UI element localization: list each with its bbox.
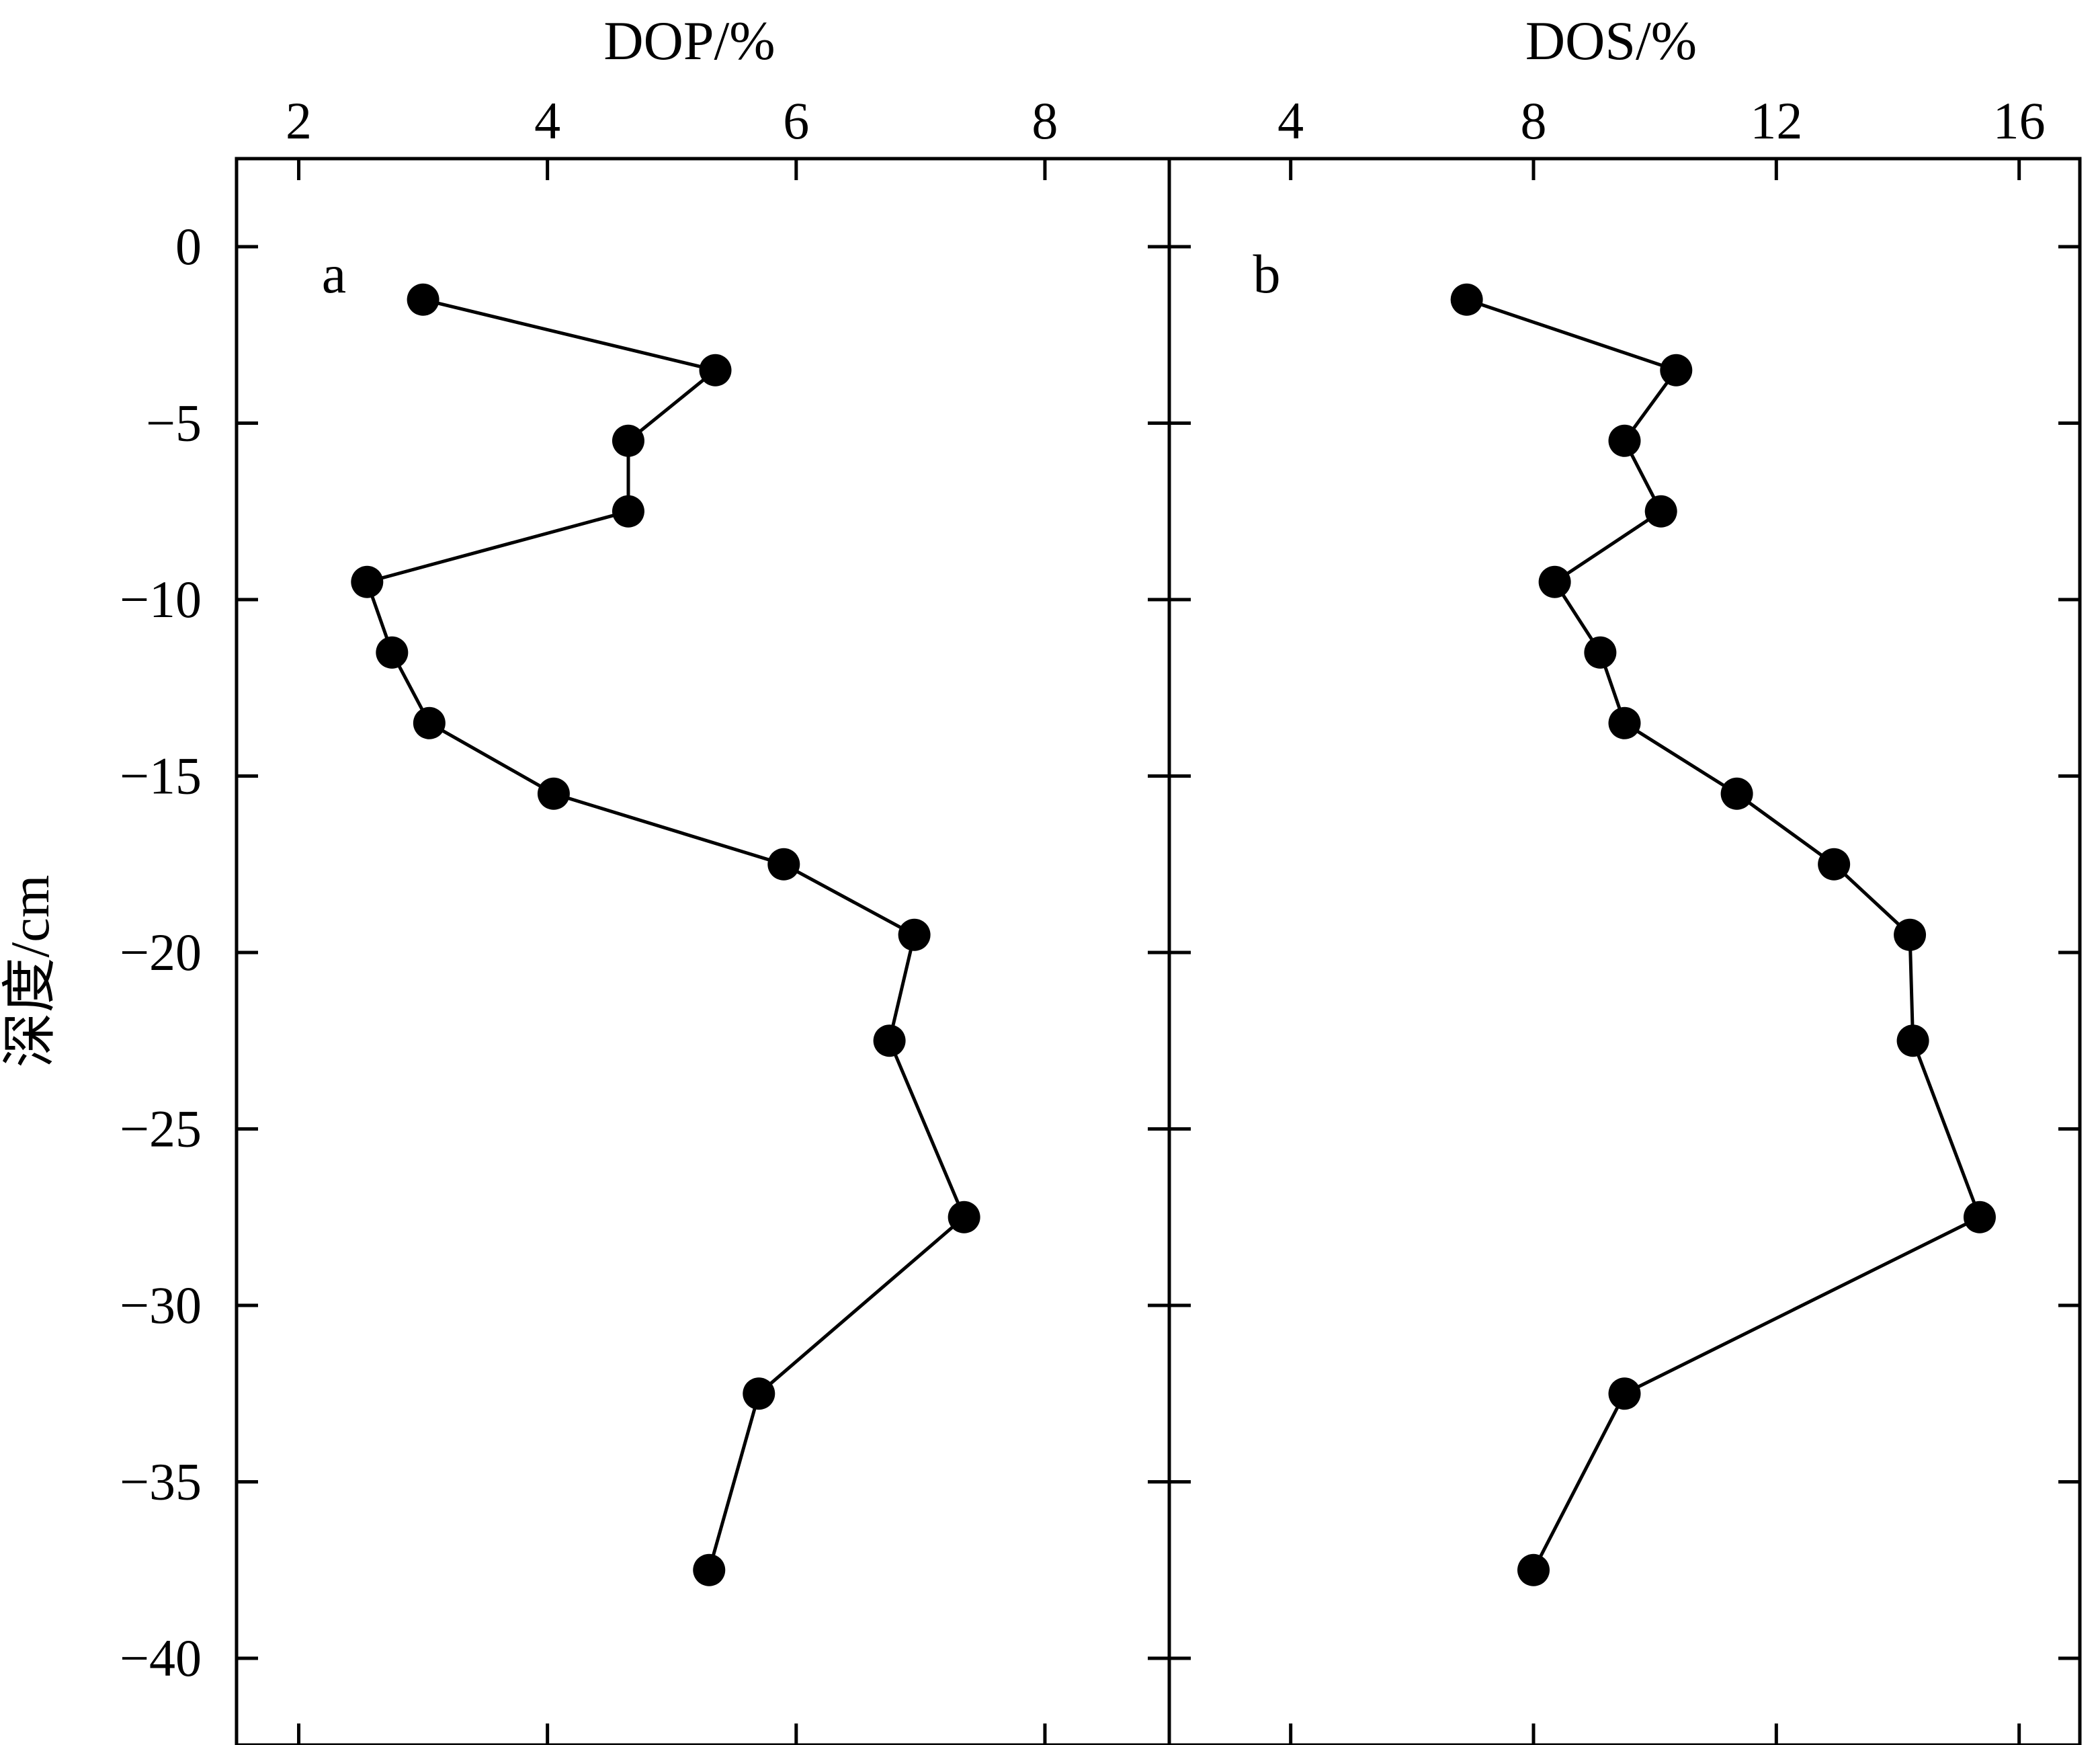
data-point (1584, 636, 1617, 669)
data-point (743, 1377, 775, 1410)
data-point (612, 424, 644, 457)
x-axis-title: DOP/% (603, 10, 775, 71)
data-point (1720, 777, 1753, 810)
data-point (1894, 918, 1927, 951)
data-point (612, 495, 644, 528)
data-point (1644, 495, 1677, 528)
data-point (898, 918, 931, 951)
y-tick-label: −10 (120, 570, 202, 628)
data-point (1963, 1201, 1996, 1233)
panel-a-dop: 2 4 6 8 DOP/% 0 −5 −10 −15 −20 −25 −30 −35 −40 a (120, 10, 1191, 1745)
x-tick-label: 8 (1521, 91, 1547, 150)
y-tick-label: 0 (175, 217, 202, 276)
data-point (873, 1024, 906, 1057)
data-point (1608, 424, 1641, 457)
x-tick-label: 4 (1277, 91, 1304, 150)
data-point (407, 283, 439, 316)
data-point (1538, 565, 1571, 598)
data-point (537, 777, 570, 810)
data-point (948, 1201, 980, 1233)
x-tick-label: 12 (1750, 91, 1802, 150)
data-point (693, 1553, 726, 1586)
data-point (1517, 1553, 1550, 1586)
x-tick-label: 6 (783, 91, 809, 150)
data-point (1660, 354, 1693, 387)
y-tick-label: −40 (120, 1629, 202, 1687)
x-tick-label: 2 (286, 91, 312, 150)
data-point (767, 848, 800, 881)
y-tick-label: −20 (120, 923, 202, 981)
data-point (1450, 283, 1483, 316)
data-point (1608, 1377, 1641, 1410)
data-point (413, 706, 446, 739)
plot-frame (235, 157, 1171, 1745)
y-tick-label: −30 (120, 1276, 202, 1334)
y-tick-label: −15 (120, 747, 202, 805)
x-axis-title: DOS/% (1525, 10, 1697, 71)
y-tick-label: −35 (120, 1453, 202, 1511)
data-point (376, 636, 409, 669)
y-tick-label: −5 (146, 394, 202, 452)
x-tick-label: 4 (534, 91, 560, 150)
y-axis-title: 深度/cm (0, 875, 60, 1068)
x-tick-label: 8 (1032, 91, 1058, 150)
x-tick-label: 16 (1993, 91, 2046, 150)
plot-frame (1167, 157, 2082, 1745)
panel-b-dos: 4 8 12 16 DOS/% b (1167, 10, 2082, 1745)
panel-label: b (1253, 243, 1281, 305)
data-point (1608, 706, 1641, 739)
series-line (365, 298, 966, 1571)
data-point (699, 354, 732, 387)
data-point (1896, 1024, 1929, 1057)
data-point (1818, 848, 1851, 881)
panel-label: a (322, 243, 346, 305)
y-tick-label: −25 (120, 1100, 202, 1158)
data-point (351, 565, 384, 598)
